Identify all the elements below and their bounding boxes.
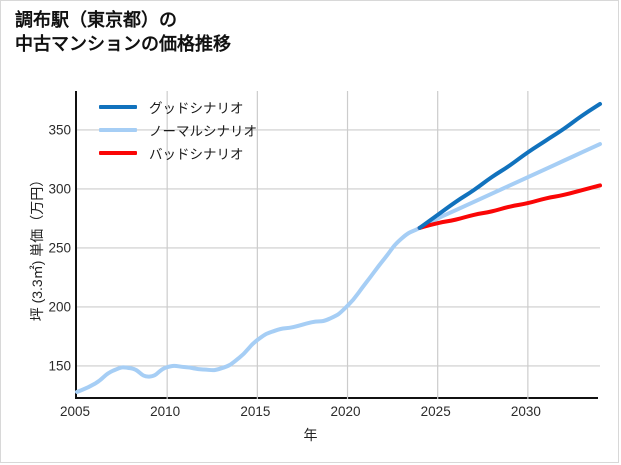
x-tick-label: 2005 [59,404,91,419]
x-tick-label: 2025 [420,404,451,419]
legend-label-good: グッドシナリオ [149,100,244,116]
x-axis-tick-labels: 2005 2010 2015 2020 2025 2030 [60,404,598,424]
legend-item-bad: バッドシナリオ [99,141,309,164]
x-tick-label: 2030 [510,404,541,419]
series-line [417,101,602,230]
y-tick-label: 300 [48,181,71,197]
x-tick-label: 2020 [330,404,361,419]
legend-item-normal: ノーマルシナリオ [99,118,309,141]
y-tick-label: 200 [48,299,71,315]
legend-item-good: グッドシナリオ [99,95,309,118]
plot-area [75,91,602,399]
x-tick-label: 2015 [240,404,271,419]
y-tick-label: 250 [48,240,71,256]
page-title: 調布駅（東京都）の 中古マンションの価格推移 [15,10,231,54]
y-tick-label: 150 [48,358,71,374]
chart-legend: グッドシナリオ ノーマルシナリオ バッドシナリオ [99,95,309,164]
x-axis-label: 年 [303,427,318,443]
gridlines [77,91,600,399]
series-line [75,142,602,394]
x-tick-label: 2010 [150,404,181,419]
data-series [75,101,602,394]
legend-swatch-good-icon [99,104,137,109]
y-tick-label: 350 [48,122,71,138]
y-axis-tick-labels: 150 200 250 300 350 [27,91,71,399]
legend-label-bad: バッドシナリオ [149,146,244,162]
legend-swatch-bad-icon [99,150,137,155]
legend-swatch-normal-icon [99,127,137,132]
series-line [417,183,602,230]
legend-label-normal: ノーマルシナリオ [149,123,257,139]
